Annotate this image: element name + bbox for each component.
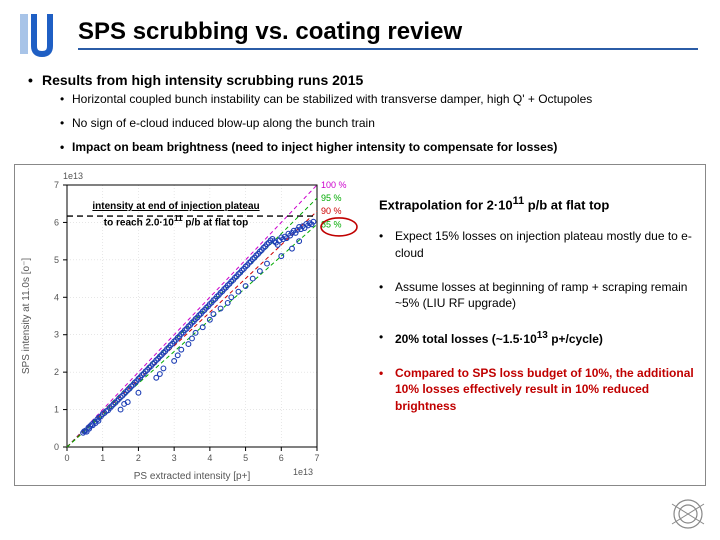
svg-text:3: 3 <box>54 330 59 340</box>
svg-text:0: 0 <box>54 442 59 452</box>
sub-bullet-3: Impact on beam brightness (need to injec… <box>60 140 706 154</box>
main-bullet-text: Results from high intensity scrubbing ru… <box>42 72 363 88</box>
content-row: 01234567012345671e131e13PS extracted int… <box>14 164 706 486</box>
scatter-chart: 01234567012345671e131e13PS extracted int… <box>15 165 365 485</box>
anno-line2-sup: 11 <box>174 213 183 223</box>
right-bullet-2: Assume losses at beginning of ramp + scr… <box>379 279 695 311</box>
svg-text:7: 7 <box>54 180 59 190</box>
right-bullet-4: Compared to SPS loss budget of 10%, the … <box>379 365 695 414</box>
svg-text:7: 7 <box>314 453 319 463</box>
svg-text:SPS intensity at 11.0s [o⁻]: SPS intensity at 11.0s [o⁻] <box>21 258 32 374</box>
svg-text:85 %: 85 % <box>321 219 342 229</box>
logo <box>14 10 62 58</box>
svg-text:4: 4 <box>54 292 59 302</box>
svg-text:90 %: 90 % <box>321 206 342 216</box>
svg-text:1e13: 1e13 <box>293 467 313 477</box>
svg-text:3: 3 <box>172 453 177 463</box>
anno-line2-a: to reach 2.0·10 <box>104 217 174 228</box>
anno-line2-b: p/b at flat top <box>183 217 249 228</box>
svg-text:100 %: 100 % <box>321 180 347 190</box>
right-bullet-1: Expect 15% losses on injection plateau m… <box>379 228 695 260</box>
svg-text:6: 6 <box>279 453 284 463</box>
sub-bullet-1: Horizontal coupled bunch instability can… <box>60 92 706 106</box>
cern-logo-icon <box>668 494 708 534</box>
right-bullet-list: Expect 15% losses on injection plateau m… <box>379 228 695 414</box>
right-column: Extrapolation for 2·1011 p/b at flat top… <box>365 165 705 485</box>
svg-text:0: 0 <box>64 453 69 463</box>
extrapolation-heading: Extrapolation for 2·1011 p/b at flat top <box>379 195 695 212</box>
svg-text:1: 1 <box>100 453 105 463</box>
svg-text:1: 1 <box>54 405 59 415</box>
svg-text:4: 4 <box>207 453 212 463</box>
main-bullet-list: Results from high intensity scrubbing ru… <box>28 72 706 154</box>
chart-annotation: intensity at end of injection plateau to… <box>81 201 271 229</box>
svg-text:5: 5 <box>54 255 59 265</box>
svg-text:5: 5 <box>243 453 248 463</box>
svg-text:95 %: 95 % <box>321 193 342 203</box>
main-bullet: Results from high intensity scrubbing ru… <box>28 72 706 154</box>
svg-text:PS extracted intensity [p+]: PS extracted intensity [p+] <box>134 471 251 482</box>
svg-text:6: 6 <box>54 217 59 227</box>
header: SPS scrubbing vs. coating review <box>14 10 706 58</box>
sub-bullet-list: Horizontal coupled bunch instability can… <box>60 92 706 154</box>
svg-text:2: 2 <box>54 367 59 377</box>
sub-bullet-2: No sign of e-cloud induced blow-up along… <box>60 116 706 130</box>
slide: SPS scrubbing vs. coating review Results… <box>0 0 720 540</box>
anno-line1: intensity at end of injection plateau <box>92 201 259 212</box>
svg-text:1e13: 1e13 <box>63 171 83 181</box>
svg-text:2: 2 <box>136 453 141 463</box>
right-bullet-3: 20% total losses (~1.5·1013 p+/cycle) <box>379 329 695 347</box>
page-title: SPS scrubbing vs. coating review <box>78 18 698 50</box>
